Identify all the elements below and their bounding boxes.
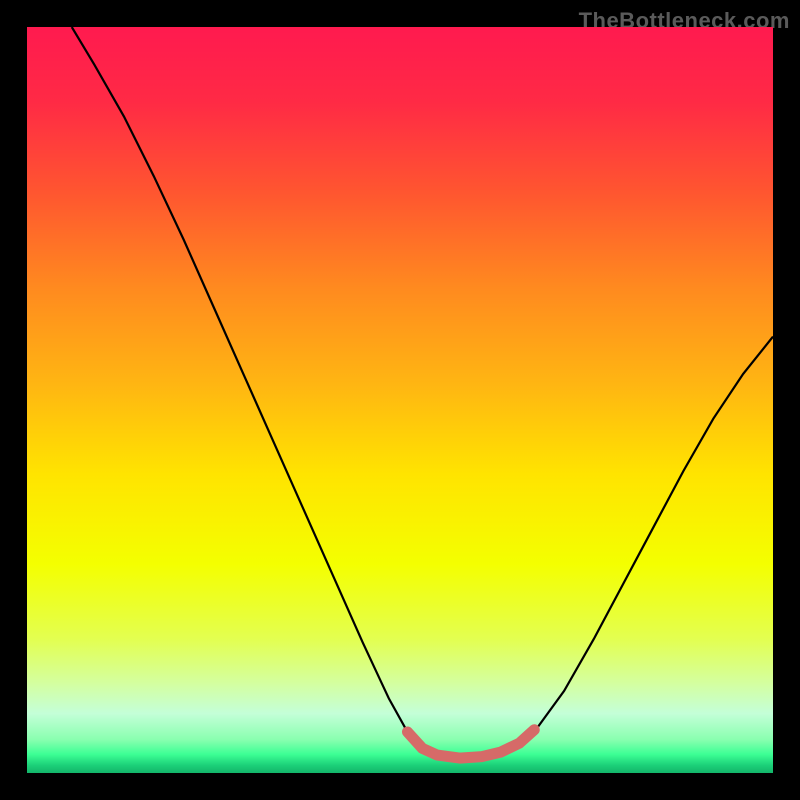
- valley-highlight: [407, 730, 534, 758]
- plot-area: [27, 27, 773, 773]
- bottleneck-curve: [72, 27, 773, 758]
- curve-layer: [27, 27, 773, 773]
- chart-canvas: TheBottleneck.com: [0, 0, 800, 800]
